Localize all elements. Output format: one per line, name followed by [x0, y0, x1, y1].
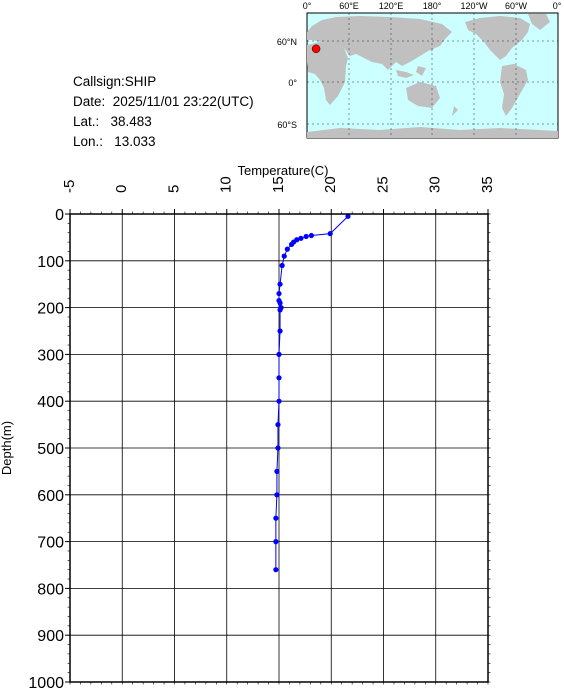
- data-point: [276, 398, 282, 404]
- map-lat-label: 60°S: [277, 120, 297, 130]
- longitude-text: Lon.: 13.033: [73, 134, 156, 149]
- y-tick-label: 1000: [28, 675, 64, 690]
- map-lat-label: 0°: [288, 78, 297, 88]
- map-lon-label: 120°W: [460, 1, 488, 11]
- data-point: [277, 300, 283, 306]
- y-tick-label: 400: [37, 394, 64, 411]
- y-tick-label: 600: [37, 488, 64, 505]
- temperature-series: [273, 213, 351, 573]
- map-lon-label: 60°E: [339, 1, 359, 11]
- data-point: [298, 235, 304, 241]
- data-point: [345, 213, 351, 219]
- data-point: [275, 422, 281, 428]
- x-tick-label: 25: [374, 176, 391, 193]
- x-tick-label: 20: [322, 176, 339, 193]
- x-tick-label: 10: [218, 176, 235, 193]
- map-lon-label: 180°: [423, 1, 442, 11]
- y-tick-label: 900: [37, 628, 64, 645]
- y-tick-label: 300: [37, 347, 64, 364]
- data-point: [277, 328, 283, 334]
- x-tick-label: 15: [270, 176, 287, 193]
- y-tick-label: 100: [37, 254, 64, 271]
- y-tick-label: 200: [37, 301, 64, 318]
- x-tick-label: -5: [61, 180, 78, 193]
- map-lon-label: 60°W: [505, 1, 528, 11]
- station-info: Callsign:SHIP Date: 2025/11/01 23:22(UTC…: [73, 72, 254, 152]
- x-axis-label: Temperature(C): [237, 163, 328, 178]
- map-lat-labels: 60°N 0° 60°S: [277, 37, 298, 130]
- map-lat-label: 60°N: [277, 37, 297, 47]
- map-land: [307, 14, 558, 138]
- y-axis-tick-labels: 0 100 200 300 400 500 600 700 800 900 1000: [28, 207, 64, 690]
- data-point: [275, 445, 281, 451]
- data-point: [273, 539, 279, 545]
- x-tick-label: 35: [479, 176, 496, 193]
- y-tick-label: 500: [37, 441, 64, 458]
- data-point: [273, 515, 279, 521]
- callsign-text: Callsign:SHIP: [73, 74, 157, 89]
- map-grid-lines: [307, 13, 558, 138]
- x-tick-label: 0: [113, 185, 130, 193]
- data-point: [279, 262, 285, 269]
- data-point: [276, 351, 282, 357]
- map-lon-label: 0°: [553, 1, 562, 11]
- y-tick-label: 700: [37, 535, 64, 552]
- series-line: [275, 215, 349, 570]
- x-tick-label: 5: [165, 185, 182, 193]
- data-point: [277, 307, 283, 313]
- data-point: [308, 232, 314, 239]
- data-point: [273, 567, 279, 573]
- location-map: 0° 60°E 120°E 180° 120°W 60°W 0° 60°N 0°…: [277, 1, 562, 139]
- data-point: [327, 231, 333, 237]
- y-tick-label: 800: [37, 581, 64, 598]
- map-lon-label: 120°E: [379, 1, 404, 11]
- y-tick-label: 0: [55, 207, 64, 224]
- map-lon-labels: 0° 60°E 120°E 180° 120°W 60°W 0°: [303, 1, 562, 11]
- map-lon-label: 0°: [303, 1, 312, 11]
- plot-frame: [69, 213, 489, 683]
- data-point: [303, 233, 309, 240]
- location-marker: [311, 44, 321, 54]
- data-point: [281, 253, 287, 259]
- date-text: Date: 2025/11/01 23:22(UTC): [73, 94, 254, 109]
- x-axis-tick-labels: -5 0 5 10 15 20 25 30 35: [61, 176, 496, 193]
- data-point: [274, 492, 280, 498]
- latitude-text: Lat.: 38.483: [73, 114, 152, 129]
- data-point: [277, 281, 283, 287]
- data-point: [276, 290, 282, 297]
- data-point: [276, 375, 282, 381]
- x-tick-label: 30: [427, 176, 444, 193]
- data-point: [284, 246, 290, 252]
- data-point: [288, 241, 295, 248]
- y-axis-label: Depth(m): [0, 421, 14, 475]
- data-point: [274, 468, 280, 474]
